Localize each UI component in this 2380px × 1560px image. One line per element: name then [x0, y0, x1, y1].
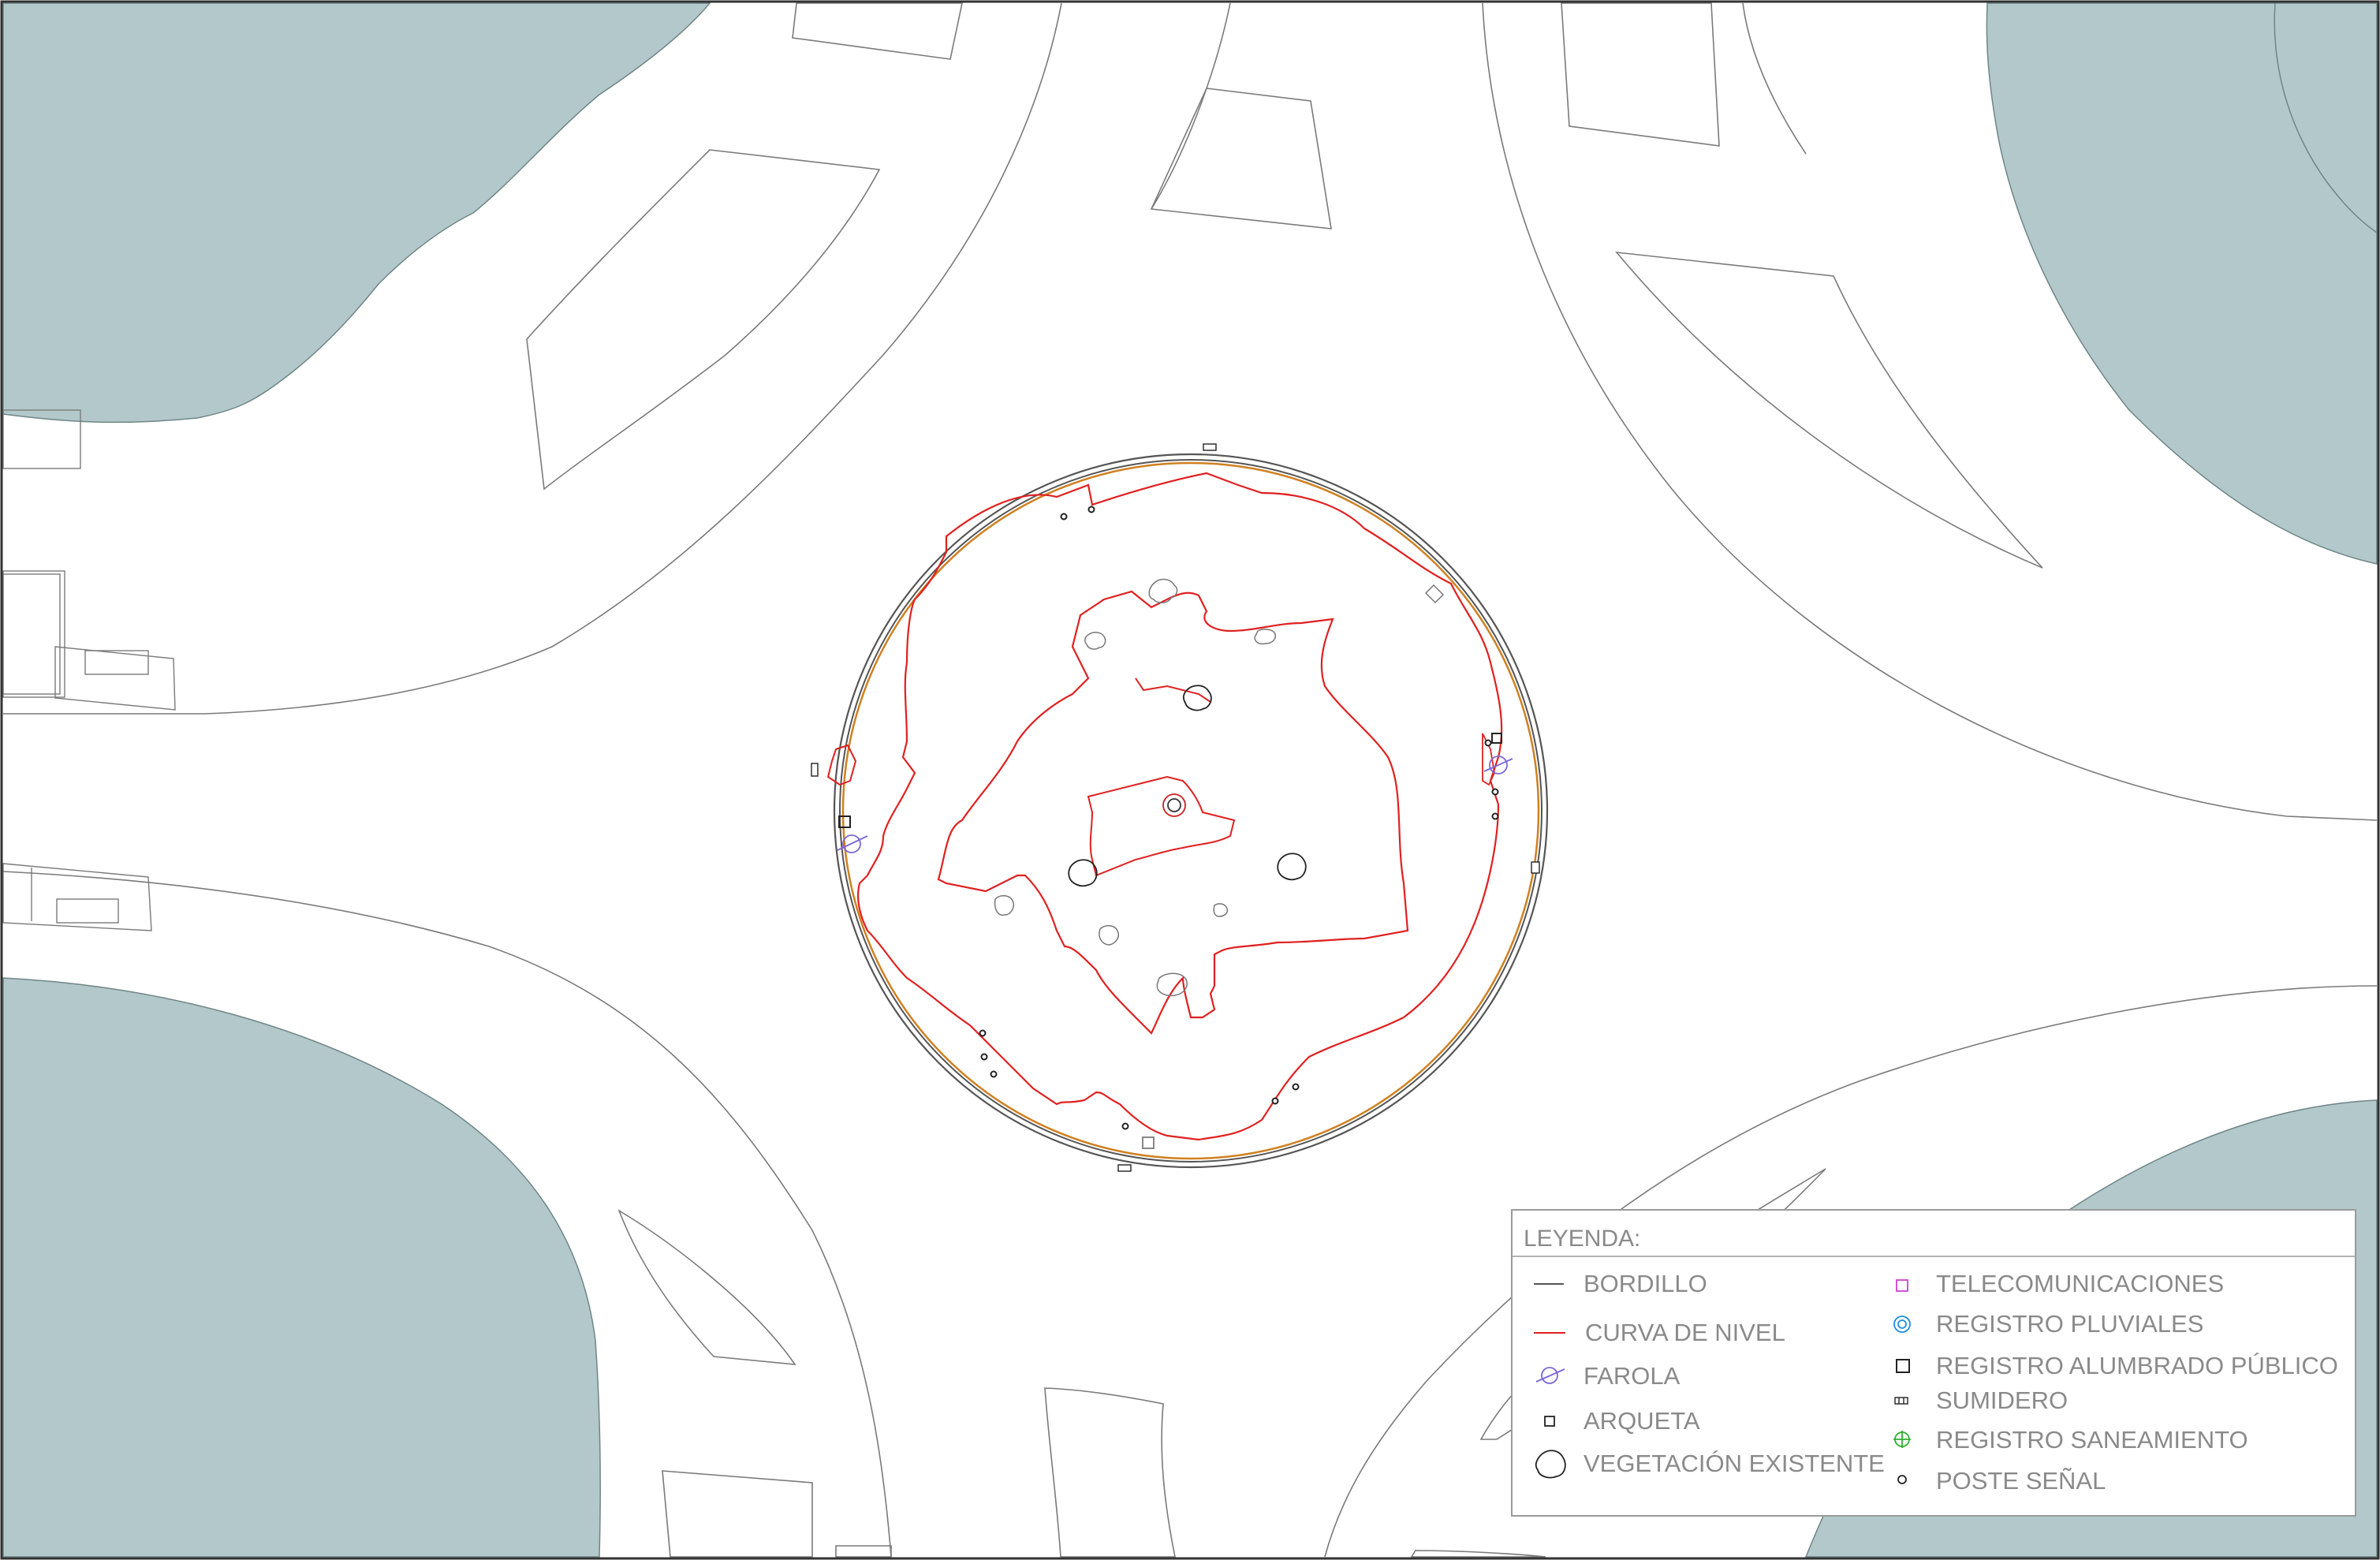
- square-icon: [1896, 1359, 1910, 1373]
- legend-label-poste-senal: POSTE SEÑAL: [1936, 1467, 2106, 1495]
- legend-label-registro-pluviales: REGISTRO PLUVIALES: [1936, 1310, 2203, 1338]
- contour-center: [1087, 775, 1236, 877]
- water-area-top-left: [2, 2, 711, 424]
- left-buildings: [2, 409, 176, 931]
- existing-vegetation: [994, 578, 1445, 997]
- legend-label-registro-saneamiento: REGISTRO SANEAMIENTO: [1936, 1426, 2248, 1454]
- street-lamps: [837, 756, 1513, 853]
- water-area-bottom-left: [2, 977, 601, 1558]
- legend-label-registro-alumbrado-publico: REGISTRO ALUMBRADO PÚBLICO: [1936, 1352, 2338, 1379]
- small-circle-icon: [1897, 1475, 1907, 1484]
- street-lamp-icon: [1535, 1367, 1565, 1384]
- crosshair-circle-icon: [1893, 1431, 1911, 1448]
- legend-label-curva-de-nivel: CURVA DE NIVEL: [1585, 1319, 1785, 1346]
- water-area-top-right: [1986, 2, 2378, 565]
- small-square-icon: [1544, 1416, 1555, 1427]
- legend-label-arqueta: ARQUETA: [1584, 1407, 1700, 1435]
- contour-outer: [856, 472, 1503, 1141]
- sign-posts: [979, 506, 1499, 1130]
- double-circle-icon: [1893, 1316, 1911, 1333]
- grate-icon: [1894, 1397, 1908, 1405]
- legend: LEYENDA: BORDILLO CURVA DE NIVEL FAROLA …: [1511, 1209, 2356, 1517]
- legend-label-bordillo: BORDILLO: [1584, 1270, 1707, 1297]
- telecom-square-icon: [1896, 1279, 1908, 1292]
- legend-label-sumidero: SUMIDERO: [1936, 1386, 2068, 1414]
- tree-outline-icon: [1535, 1450, 1566, 1479]
- legend-label-farola: FAROLA: [1584, 1362, 1681, 1390]
- lighting-registers: [838, 733, 1502, 1149]
- contour-inner: [937, 590, 1409, 1035]
- legend-label-telecomunicaciones: TELECOMUNICACIONES: [1936, 1270, 2224, 1297]
- legend-label-vegetacion-existente: VEGETACIÓN EXISTENTE: [1584, 1450, 1885, 1477]
- roundabout-central-island: [811, 443, 1549, 1172]
- legend-title: LEYENDA:: [1524, 1226, 1640, 1252]
- drains: [811, 443, 1540, 1172]
